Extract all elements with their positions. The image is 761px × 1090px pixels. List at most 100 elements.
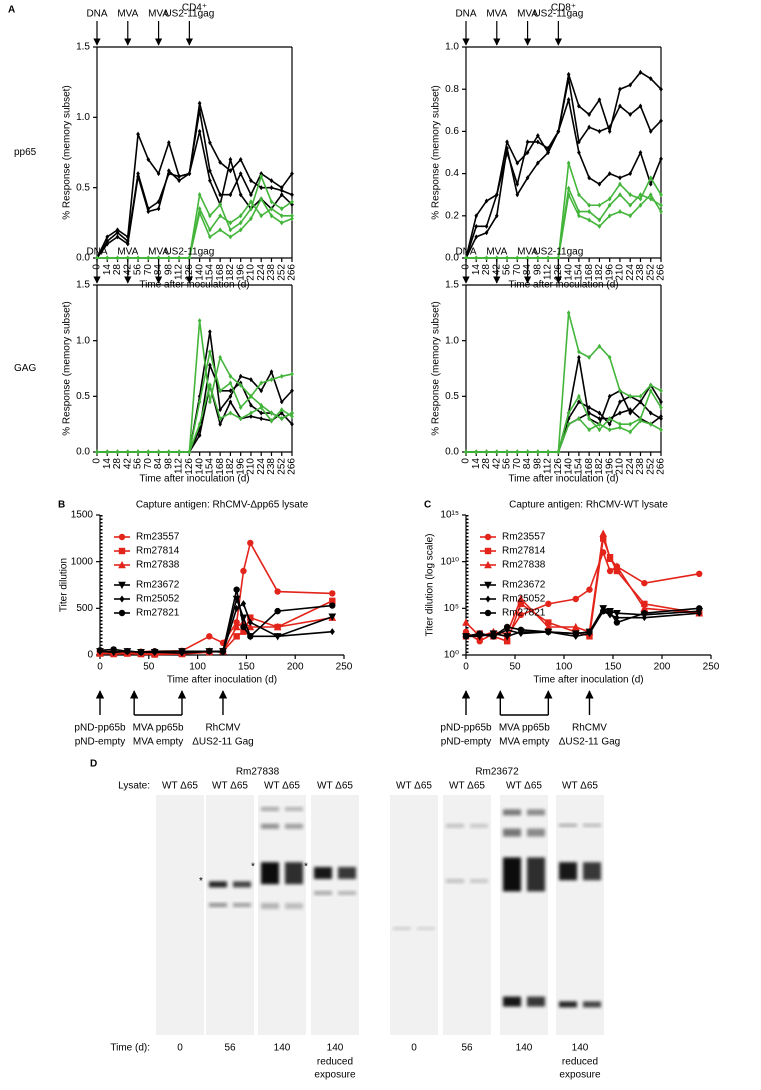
marker [659, 118, 663, 124]
x-tick-label: 200 [287, 662, 304, 673]
marker [279, 416, 284, 422]
y-tick-label: 1000 [71, 556, 94, 567]
marker [279, 192, 284, 198]
legend-label: Rm23672 [136, 580, 180, 591]
marker [628, 213, 633, 219]
marker [628, 429, 633, 435]
y-tick-label: 0.6 [445, 126, 459, 137]
marker [566, 160, 571, 166]
legend-label: Rm27821 [136, 608, 180, 619]
marker [599, 529, 608, 537]
marker [238, 373, 243, 379]
marker [494, 213, 499, 219]
marker [238, 404, 243, 410]
schedule-label: pND-empty [441, 737, 492, 748]
y-tick-label: 1.5 [76, 42, 90, 53]
marker [515, 255, 520, 261]
x-tick-label: 100 [556, 662, 573, 673]
marker [156, 255, 161, 261]
marker [146, 209, 151, 215]
marker [275, 632, 281, 640]
marker [607, 354, 612, 360]
y-tick-label: 10¹⁰ [441, 556, 459, 567]
marker [249, 413, 253, 419]
blot-band [470, 879, 488, 883]
marker [577, 349, 581, 355]
marker [105, 234, 110, 240]
legend-label: Rm27821 [502, 608, 546, 619]
blot-band [285, 823, 303, 829]
legend-label: Rm23557 [136, 532, 180, 543]
marker [628, 410, 633, 416]
marker [233, 633, 240, 640]
marker [328, 613, 337, 621]
x-tick-label: 56 [133, 264, 144, 276]
marker [628, 407, 633, 413]
marker [577, 103, 581, 109]
marker [566, 97, 571, 103]
marker [618, 181, 622, 187]
x-tick-label: 196 [235, 458, 246, 475]
marker [240, 567, 247, 575]
marker [246, 622, 255, 631]
marker [587, 427, 591, 433]
marker [577, 139, 581, 145]
x-tick-label: 98 [532, 458, 543, 470]
marker [571, 622, 580, 631]
x-tick-label: 168 [215, 458, 226, 475]
x-tick-label: 182 [594, 264, 605, 281]
marker [696, 605, 703, 612]
marker [525, 255, 530, 261]
marker [641, 579, 648, 587]
x-tick-label: 252 [276, 264, 287, 281]
schedule-label: RhCMV [205, 723, 240, 734]
x-tick-label: 0 [463, 662, 469, 673]
marker [659, 209, 663, 215]
marker [197, 210, 202, 216]
blot-band [559, 862, 577, 881]
marker [607, 124, 612, 130]
schedule-label: MVA empty [499, 737, 549, 748]
marker [628, 421, 633, 427]
marker [136, 255, 140, 261]
band-marker: * [304, 862, 308, 873]
marker [613, 619, 621, 626]
y-tick-label: 10⁵ [444, 603, 459, 614]
x-tick-label: 112 [174, 458, 185, 474]
marker [587, 202, 591, 208]
marker [659, 156, 663, 162]
x-tick-label: 98 [163, 264, 174, 276]
marker [641, 614, 647, 622]
x-tick-label: 252 [276, 458, 287, 475]
y-tick-label: 0.0 [76, 253, 90, 264]
blot-band [503, 828, 521, 837]
blot-band [417, 927, 435, 930]
marker [329, 590, 336, 597]
blot-band [583, 823, 601, 827]
marker [572, 630, 579, 637]
marker [613, 562, 621, 570]
marker [247, 539, 254, 547]
marker [249, 393, 253, 399]
blot-band [446, 823, 464, 828]
marker [115, 234, 120, 240]
marker [115, 449, 120, 455]
marker [136, 171, 140, 177]
marker [234, 604, 240, 612]
panel-label: B [58, 500, 65, 511]
marker [247, 618, 253, 626]
marker [566, 421, 571, 427]
marker [474, 213, 479, 219]
marker [597, 217, 602, 223]
marker [249, 410, 253, 416]
marker [228, 234, 233, 240]
panel-label: C [424, 500, 431, 511]
marker [218, 213, 222, 219]
marker [197, 318, 202, 324]
marker [618, 421, 622, 427]
marker [238, 227, 243, 233]
series-line [465, 550, 700, 643]
x-tick-label: 154 [205, 458, 216, 475]
marker [518, 630, 524, 638]
